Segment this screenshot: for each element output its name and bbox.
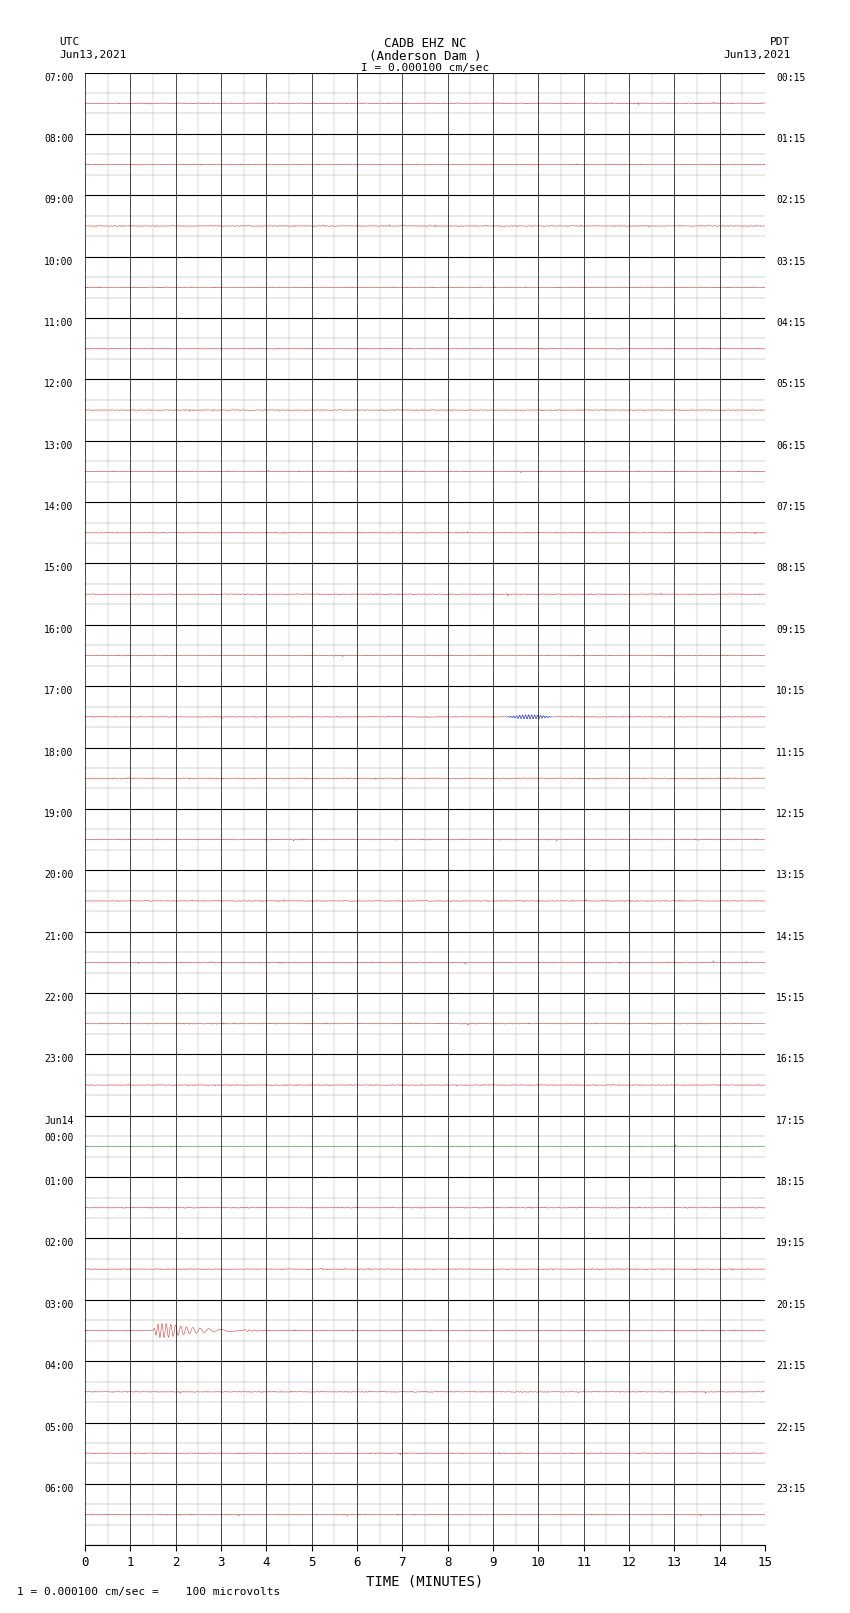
Text: 21:00: 21:00 xyxy=(44,932,74,942)
Text: 11:15: 11:15 xyxy=(776,747,806,758)
Text: 22:15: 22:15 xyxy=(776,1423,806,1432)
Text: 16:00: 16:00 xyxy=(44,624,74,636)
Text: 21:15: 21:15 xyxy=(776,1361,806,1371)
Text: 00:00: 00:00 xyxy=(44,1132,74,1144)
Text: 10:00: 10:00 xyxy=(44,256,74,266)
Text: 13:15: 13:15 xyxy=(776,871,806,881)
Text: 15:00: 15:00 xyxy=(44,563,74,574)
Text: 16:15: 16:15 xyxy=(776,1055,806,1065)
Text: 12:15: 12:15 xyxy=(776,810,806,819)
Text: 04:15: 04:15 xyxy=(776,318,806,327)
Text: 23:00: 23:00 xyxy=(44,1055,74,1065)
Text: 00:15: 00:15 xyxy=(776,73,806,82)
Text: 11:00: 11:00 xyxy=(44,318,74,327)
Text: 10:15: 10:15 xyxy=(776,686,806,697)
Text: I = 0.000100 cm/sec: I = 0.000100 cm/sec xyxy=(361,63,489,73)
Text: 14:00: 14:00 xyxy=(44,502,74,511)
Text: 17:15: 17:15 xyxy=(776,1116,806,1126)
Text: Jun13,2021: Jun13,2021 xyxy=(723,50,791,60)
Text: CADB EHZ NC: CADB EHZ NC xyxy=(383,37,467,50)
Text: 02:15: 02:15 xyxy=(776,195,806,205)
Text: UTC: UTC xyxy=(60,37,80,47)
Text: 03:00: 03:00 xyxy=(44,1300,74,1310)
Text: 23:15: 23:15 xyxy=(776,1484,806,1494)
Text: 03:15: 03:15 xyxy=(776,256,806,266)
Text: (Anderson Dam ): (Anderson Dam ) xyxy=(369,50,481,63)
Text: 17:00: 17:00 xyxy=(44,686,74,697)
Text: 06:15: 06:15 xyxy=(776,440,806,450)
Text: 05:00: 05:00 xyxy=(44,1423,74,1432)
Text: 08:00: 08:00 xyxy=(44,134,74,144)
Text: 02:00: 02:00 xyxy=(44,1239,74,1248)
Text: 20:15: 20:15 xyxy=(776,1300,806,1310)
Text: 13:00: 13:00 xyxy=(44,440,74,450)
Text: 05:15: 05:15 xyxy=(776,379,806,389)
Text: 09:15: 09:15 xyxy=(776,624,806,636)
Text: 19:15: 19:15 xyxy=(776,1239,806,1248)
Text: 01:15: 01:15 xyxy=(776,134,806,144)
Text: Jun13,2021: Jun13,2021 xyxy=(60,50,127,60)
Text: 20:00: 20:00 xyxy=(44,871,74,881)
Text: 14:15: 14:15 xyxy=(776,932,806,942)
Text: 01:00: 01:00 xyxy=(44,1177,74,1187)
Text: 18:00: 18:00 xyxy=(44,747,74,758)
Text: 07:00: 07:00 xyxy=(44,73,74,82)
Text: PDT: PDT xyxy=(770,37,790,47)
Text: 07:15: 07:15 xyxy=(776,502,806,511)
Text: 04:00: 04:00 xyxy=(44,1361,74,1371)
Text: 19:00: 19:00 xyxy=(44,810,74,819)
Text: 06:00: 06:00 xyxy=(44,1484,74,1494)
Text: 22:00: 22:00 xyxy=(44,994,74,1003)
Text: 12:00: 12:00 xyxy=(44,379,74,389)
Text: 09:00: 09:00 xyxy=(44,195,74,205)
Text: 1 = 0.000100 cm/sec =    100 microvolts: 1 = 0.000100 cm/sec = 100 microvolts xyxy=(17,1587,280,1597)
Text: Jun14: Jun14 xyxy=(44,1116,74,1126)
Text: 15:15: 15:15 xyxy=(776,994,806,1003)
X-axis label: TIME (MINUTES): TIME (MINUTES) xyxy=(366,1574,484,1589)
Text: 18:15: 18:15 xyxy=(776,1177,806,1187)
Text: 08:15: 08:15 xyxy=(776,563,806,574)
